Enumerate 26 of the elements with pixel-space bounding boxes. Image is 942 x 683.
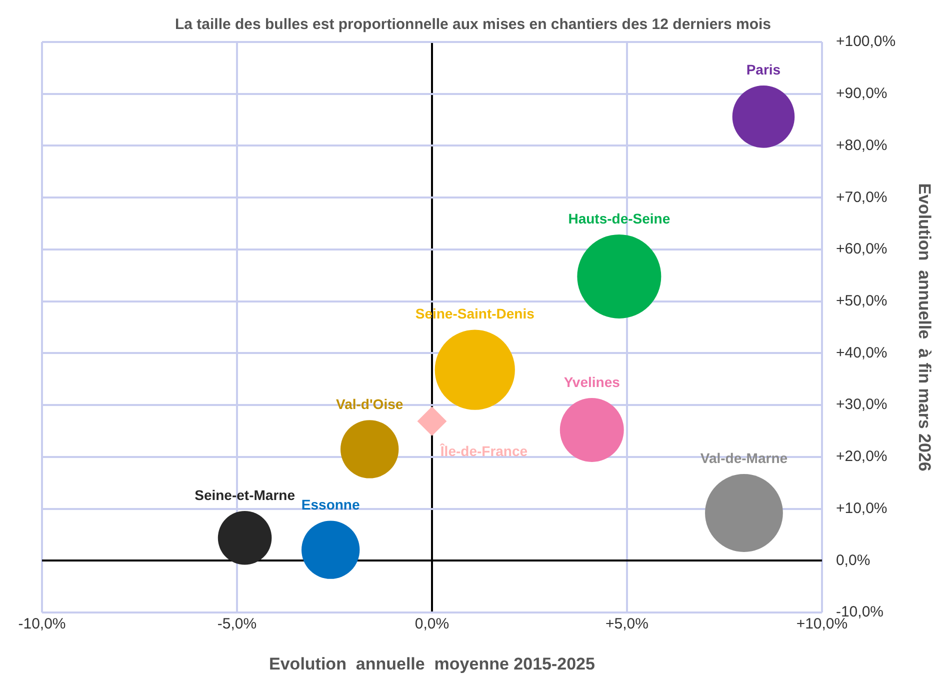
series-label: Essonne <box>301 496 360 513</box>
y-tick-label: +30,0% <box>836 396 888 414</box>
series-label: Seine-et-Marne <box>194 486 296 503</box>
series-label: Paris <box>746 61 781 78</box>
series-label: Yvelines <box>564 374 620 390</box>
x-tick-label: -5,0% <box>217 616 257 633</box>
series-label: Hauts-de-Seine <box>568 210 670 226</box>
y-axis-title: Evolution annuelle à fin mars 2026 <box>915 183 934 472</box>
series-label: Île-de-France <box>439 443 528 460</box>
series-label: Val-d'Oise <box>336 396 404 412</box>
y-tick-label: +80,0% <box>836 136 888 154</box>
y-tick-label: +20,0% <box>836 448 888 466</box>
x-axis-title: Evolution annuelle moyenne 2015-2025 <box>269 654 595 674</box>
y-tick-label: +90,0% <box>836 85 888 102</box>
y-tick-label: 0,0% <box>836 552 870 569</box>
x-tick-label: 0,0% <box>414 616 450 633</box>
y-tick-label: +60,0% <box>836 240 888 258</box>
x-tick-label: -10,0% <box>18 616 66 633</box>
x-tick-label: +5,0% <box>606 616 648 633</box>
y-tick-label: +10,0% <box>836 500 888 517</box>
y-tick-label: +40,0% <box>836 344 888 362</box>
y-tick-label: +70,0% <box>836 188 888 206</box>
y-tick-label: +100,0% <box>836 33 896 50</box>
y-tick-label: +50,0% <box>836 292 888 310</box>
series-label: Val-de-Marne <box>700 450 788 466</box>
chart-title: La taille des bulles est proportionnelle aux mises en chantiers des 12 derniers mois <box>174 16 772 34</box>
